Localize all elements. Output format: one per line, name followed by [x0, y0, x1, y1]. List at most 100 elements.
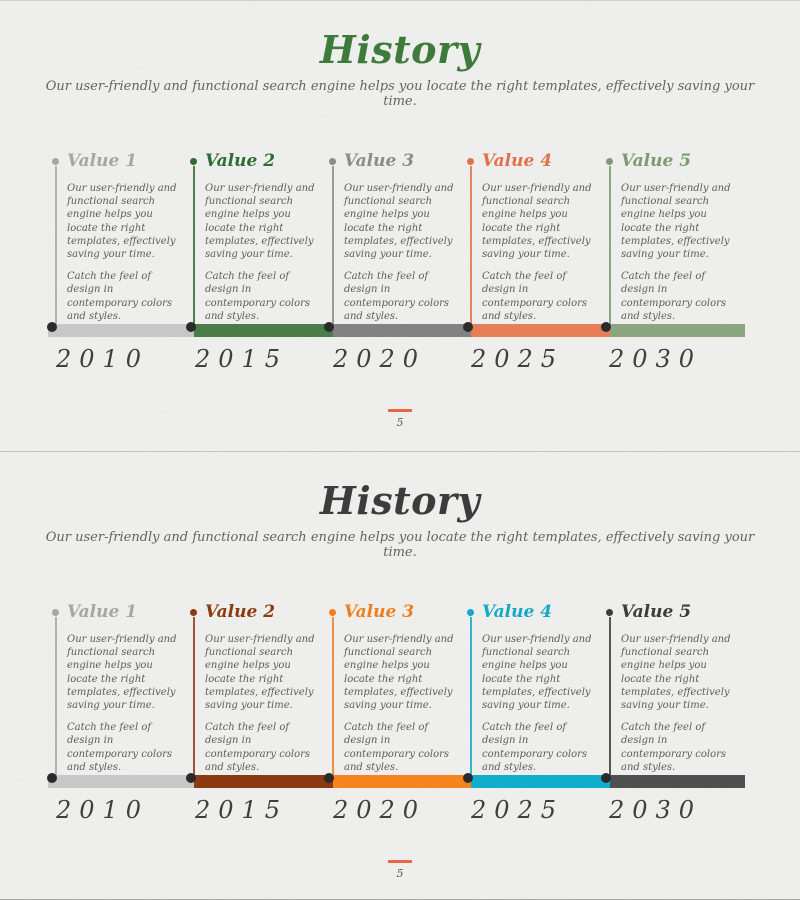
timeline-bar-segment	[194, 324, 333, 337]
timeline-connector-line	[193, 166, 195, 325]
timeline-item-content: Value 3 Our user-friendly and functional…	[344, 602, 457, 774]
timeline-marker-icon	[47, 773, 57, 783]
timeline-marker-icon	[463, 322, 473, 332]
timeline-dot-icon	[467, 609, 474, 616]
page-number-accent-line	[388, 409, 412, 412]
timeline-item-paragraph: Catch the feel of design in contemporary…	[67, 271, 173, 322]
timeline-item-paragraph: Our user-friendly and functional search …	[205, 634, 315, 711]
page-number: 5	[396, 416, 404, 429]
slide-title: History	[319, 27, 481, 72]
timeline-bar-segment	[610, 775, 745, 788]
timeline-item-paragraph: Catch the feel of design in contemporary…	[482, 722, 588, 773]
timeline-bar	[47, 322, 745, 337]
timeline-item-content: Value 5 Our user-friendly and functional…	[621, 602, 734, 774]
timeline-year-label: 2020	[333, 345, 427, 373]
timeline-connector-line	[193, 617, 195, 776]
timeline-item-3: Value 3 Our user-friendly and functional…	[325, 151, 459, 332]
timeline-item-paragraph: Catch the feel of design in contemporary…	[344, 722, 450, 773]
timeline-item-content: Value 2 Our user-friendly and functional…	[205, 602, 318, 774]
timeline-year-label: 2015	[195, 345, 289, 373]
timeline-bar-segment	[48, 324, 195, 337]
timeline-item-2: Value 2 Our user-friendly and functional…	[186, 151, 320, 332]
timeline-bar-segment	[471, 775, 610, 788]
timeline-connector-line	[332, 617, 334, 776]
timeline-dot-icon	[606, 158, 613, 165]
timeline-year-label: 2030	[609, 345, 703, 373]
timeline-item-title: Value 2	[205, 602, 276, 622]
timeline-connector-line	[55, 617, 57, 776]
timeline-bar-segment	[610, 324, 745, 337]
timeline-item-title: Value 5	[621, 602, 692, 622]
timeline-dot-icon	[329, 609, 336, 616]
timeline-item-title: Value 5	[621, 151, 692, 171]
timeline-item-paragraph: Catch the feel of design in contemporary…	[621, 271, 727, 322]
page-number-accent-line	[388, 860, 412, 863]
timeline-dot-icon	[190, 609, 197, 616]
timeline-item-3: Value 3 Our user-friendly and functional…	[325, 602, 459, 783]
timeline-year-label: 2025	[471, 796, 565, 824]
timeline-item-paragraph: Our user-friendly and functional search …	[621, 634, 731, 711]
timeline-item-paragraph: Our user-friendly and functional search …	[205, 183, 315, 260]
timeline-item-content: Value 4 Our user-friendly and functional…	[482, 602, 595, 774]
timeline-dot-icon	[329, 158, 336, 165]
timeline-item-content: Value 5 Our user-friendly and functional…	[621, 151, 734, 323]
timeline-item-2: Value 2 Our user-friendly and functional…	[186, 602, 320, 783]
timeline-marker-icon	[463, 773, 473, 783]
timeline-item-paragraph: Catch the feel of design in contemporary…	[621, 722, 727, 773]
timeline-connector-line	[332, 166, 334, 325]
timeline-item-1: Value 1 Our user-friendly and functional…	[48, 602, 182, 783]
timeline-dot-icon	[52, 609, 59, 616]
timeline-item-paragraph: Our user-friendly and functional search …	[344, 183, 454, 260]
timeline-item-paragraph: Our user-friendly and functional search …	[344, 634, 454, 711]
timeline-marker-icon	[601, 773, 611, 783]
slide-1: History Our user-friendly and functional…	[0, 1, 800, 451]
timeline-item-content: Value 1 Our user-friendly and functional…	[67, 602, 180, 774]
timeline-item-paragraph: Our user-friendly and functional search …	[482, 183, 592, 260]
timeline-year-label: 2010	[56, 796, 150, 824]
timeline-item-paragraph: Catch the feel of design in contemporary…	[205, 722, 311, 773]
timeline-item-title: Value 3	[344, 602, 415, 622]
timeline-item-title: Value 2	[205, 151, 276, 171]
timeline-marker-icon	[601, 322, 611, 332]
timeline-item-1: Value 1 Our user-friendly and functional…	[48, 151, 182, 332]
timeline-item-paragraph: Our user-friendly and functional search …	[67, 183, 177, 260]
timeline-bar-segment	[194, 775, 333, 788]
timeline-year-label: 2010	[56, 345, 150, 373]
timeline-year-label: 2020	[333, 796, 427, 824]
timeline-year-label: 2025	[471, 345, 565, 373]
timeline-marker-icon	[186, 322, 196, 332]
timeline-connector-line	[609, 166, 611, 325]
timeline-item-4: Value 4 Our user-friendly and functional…	[463, 602, 597, 783]
timeline-item-paragraph: Our user-friendly and functional search …	[482, 634, 592, 711]
timeline-bar-segment	[471, 324, 610, 337]
timeline-item-title: Value 1	[67, 151, 138, 171]
timeline-marker-icon	[47, 322, 57, 332]
timeline-marker-icon	[324, 773, 334, 783]
timeline-item-title: Value 4	[482, 151, 553, 171]
timeline-bar-segment	[48, 775, 195, 788]
timeline-dot-icon	[606, 609, 613, 616]
timeline-year-label: 2030	[609, 796, 703, 824]
timeline-connector-line	[55, 166, 57, 325]
timeline-item-content: Value 2 Our user-friendly and functional…	[205, 151, 318, 323]
timeline-item-5: Value 5 Our user-friendly and functional…	[602, 602, 736, 783]
timeline-marker-icon	[324, 322, 334, 332]
slide-subtitle: Our user-friendly and functional search …	[45, 79, 755, 109]
timeline-item-title: Value 1	[67, 602, 138, 622]
slide-2: History Our user-friendly and functional…	[0, 451, 800, 899]
timeline-marker-icon	[186, 773, 196, 783]
timeline-item-paragraph: Catch the feel of design in contemporary…	[67, 722, 173, 773]
timeline-item-paragraph: Our user-friendly and functional search …	[621, 183, 731, 260]
timeline-item-content: Value 1 Our user-friendly and functional…	[67, 151, 180, 323]
timeline-item-title: Value 4	[482, 602, 553, 622]
timeline-item-title: Value 3	[344, 151, 415, 171]
timeline-item-5: Value 5 Our user-friendly and functional…	[602, 151, 736, 332]
slide-subtitle: Our user-friendly and functional search …	[45, 530, 755, 560]
timeline-item-paragraph: Catch the feel of design in contemporary…	[482, 271, 588, 322]
timeline-year-label: 2015	[195, 796, 289, 824]
timeline-connector-line	[609, 617, 611, 776]
timeline-dot-icon	[190, 158, 197, 165]
timeline-dot-icon	[467, 158, 474, 165]
timeline-item-4: Value 4 Our user-friendly and functional…	[463, 151, 597, 332]
